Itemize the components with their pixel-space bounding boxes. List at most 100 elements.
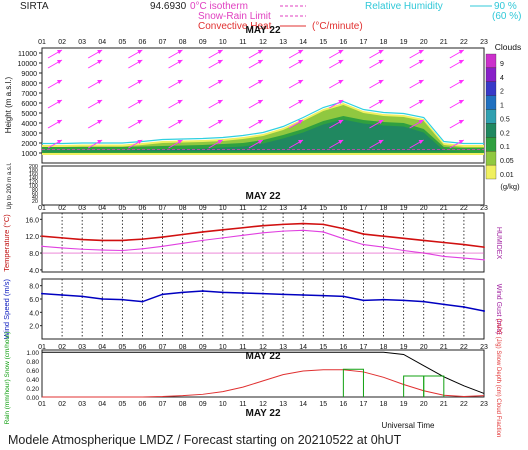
top-axis-hour-label-05: 05 — [118, 39, 126, 46]
temp-axis-hour-label-10: 10 — [219, 205, 227, 212]
point-temperature-8 — [201, 231, 204, 233]
point-humidex-14 — [322, 231, 325, 233]
colorbar-swatch-0.05 — [485, 151, 497, 166]
point-humidex-5 — [141, 247, 144, 250]
temp-axis-hour-label-07: 07 — [159, 205, 167, 212]
precip-axis-hour-label-07: 07 — [159, 344, 167, 351]
precip-axis-hour-label-06: 06 — [139, 344, 147, 351]
colorbar-label-2: 2 — [500, 89, 504, 96]
bottom-axis-hour-label-04: 04 — [98, 401, 106, 408]
cloud-ytick-label-8000: 8000 — [21, 81, 37, 88]
point-wind-2 — [81, 295, 84, 298]
wind-ytick-6: 6.0 — [29, 297, 39, 304]
wind-ylabel-right: Wind Gust (m/s) — [495, 284, 502, 335]
precip-axis-hour-label-11: 11 — [239, 344, 246, 351]
point-humidex-22 — [483, 258, 485, 261]
wind-arrowhead-4000-10 — [257, 120, 263, 124]
precip-axis-hour-label-20: 20 — [420, 344, 428, 351]
wind-arrowhead-11000-16 — [378, 50, 384, 54]
point-temperature-9 — [221, 228, 224, 231]
colorbar-label-0.01: 0.01 — [500, 172, 514, 179]
point-temperature-4 — [121, 239, 124, 242]
point-humidex-2 — [81, 248, 84, 251]
wind-arrowhead-4000-14 — [338, 120, 344, 124]
precip-axis-hour-label-08: 08 — [179, 344, 187, 351]
wind-arrowhead-2000-6 — [177, 140, 183, 144]
precip-axis-date-label: MAY 22 — [245, 351, 280, 362]
bottom-axis-hour-label-23: 23 — [480, 401, 488, 408]
legend-rh: Relative Humidity — [365, 1, 443, 12]
top-axis-hour-label-07: 07 — [159, 39, 167, 46]
top-axis-hour-label-15: 15 — [319, 39, 327, 46]
wind-arrowhead-8000-2 — [97, 80, 103, 84]
point-temperature-22 — [483, 246, 485, 249]
bottom-axis-hour-label-11: 11 — [239, 401, 246, 408]
top-axis-hour-label-11: 11 — [239, 39, 246, 46]
bottom-axis-hour-label-16: 16 — [339, 401, 347, 408]
top-axis-hour-label-23: 23 — [480, 39, 488, 46]
legend-isotherm: 0°C isotherm — [190, 1, 248, 12]
point-temperature-15 — [342, 227, 345, 230]
point-wind-16 — [362, 299, 365, 302]
wind-arrowhead-11000-12 — [298, 50, 304, 54]
point-wind-13 — [302, 294, 305, 296]
point-wind-21 — [462, 306, 465, 308]
wind-arrowhead-11000-18 — [418, 50, 424, 54]
wind-arrowhead-11000-6 — [177, 50, 183, 54]
legend-convective-unit: (°C/minute) — [312, 21, 363, 32]
point-temperature-11 — [262, 224, 264, 227]
wind-arrowhead-10000-14 — [338, 60, 344, 64]
point-temperature-20 — [442, 241, 445, 244]
top-axis-hour-label-12: 12 — [259, 39, 267, 46]
colorbar-title: Clouds — [495, 42, 521, 52]
colorbar-swatch-0.2 — [485, 123, 497, 138]
wind-arrowhead-8000-18 — [418, 80, 424, 84]
wind-ytick-2: 2.0 — [29, 324, 39, 331]
cloud-band-0.2 — [42, 119, 484, 152]
point-humidex-13 — [302, 229, 305, 232]
precip-axis-hour-label-17: 17 — [360, 344, 368, 351]
wind-arrowhead-8000-0 — [57, 80, 62, 84]
point-wind-19 — [422, 300, 425, 303]
point-temperature-3 — [101, 239, 104, 242]
bottom-axis-hour-label-01: 01 — [38, 401, 46, 408]
wind-arrowhead-4000-16 — [378, 120, 384, 124]
top-axis-hour-label-19: 19 — [400, 39, 408, 46]
point-temperature-10 — [242, 226, 244, 229]
point-wind-8 — [201, 290, 204, 292]
wind-arrowhead-8000-4 — [137, 80, 143, 84]
wind-arrowhead-8000-16 — [378, 80, 384, 84]
temp-axis-hour-label-12: 12 — [259, 205, 267, 212]
lower-ytick-120: 120 — [29, 180, 38, 186]
precip-axis-hour-label-01: 01 — [38, 344, 46, 351]
wind-panel-frame — [41, 278, 485, 340]
point-humidex-18 — [402, 249, 405, 252]
cloud-ytick-label-3000: 3000 — [21, 131, 37, 138]
colorbar-swatch-0.1 — [485, 137, 497, 152]
precip-axis-hour-label-14: 14 — [299, 344, 307, 351]
top-axis-hour-label-03: 03 — [78, 39, 86, 46]
bottom-axis-hour-label-05: 05 — [118, 401, 126, 408]
legend-rh60: (60 %) — [492, 11, 521, 22]
cloud-ytick-label-6000: 6000 — [21, 101, 37, 108]
rh-90-line — [42, 100, 484, 145]
wind-arrowhead-11000-2 — [97, 50, 103, 54]
bottom-axis-hour-label-20: 20 — [420, 401, 428, 408]
wind-arrowhead-6000-10 — [257, 100, 263, 104]
precip-axis-hour-label-23: 23 — [480, 344, 488, 351]
wind-arrowhead-4000-18 — [418, 120, 424, 124]
top-axis-hour-label-16: 16 — [339, 39, 347, 46]
point-humidex-0 — [41, 245, 43, 248]
wind-arrowhead-2000-20 — [458, 140, 464, 144]
temp-axis-hour-label-17: 17 — [360, 205, 368, 212]
precip-axis-hour-label-12: 12 — [259, 344, 267, 351]
precip-ylabel-right: CAPE (J/g) Snow Depth (cm) Cloud Fractio… — [495, 319, 501, 438]
temp-axis-hour-label-13: 13 — [279, 205, 287, 212]
precip-ylabel: Rain (mm/hour) Snow (cm/hour) — [4, 332, 11, 425]
wind-arrowhead-4000-4 — [137, 120, 143, 124]
point-wind-11 — [262, 292, 264, 295]
bottom-axis-hour-label-10: 10 — [219, 401, 227, 408]
wind-arrowhead-4000-0 — [57, 120, 62, 124]
point-wind-7 — [181, 291, 184, 294]
point-wind-15 — [342, 295, 345, 298]
